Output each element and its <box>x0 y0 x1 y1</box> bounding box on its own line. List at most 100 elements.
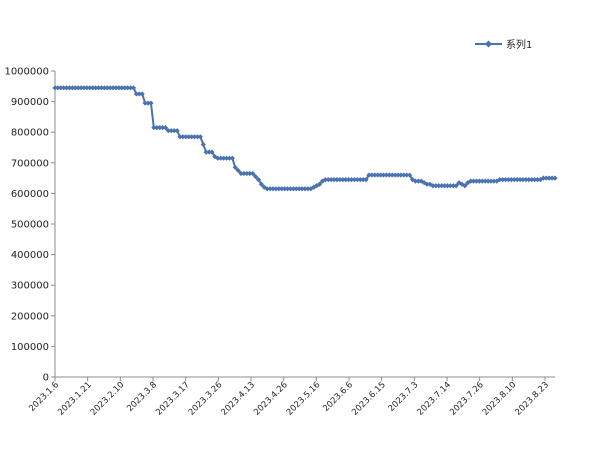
x-tick-label: 2023.7.26 <box>448 380 486 418</box>
data-point <box>130 85 137 91</box>
y-tick-label: 600000 <box>11 189 49 200</box>
data-point <box>517 177 523 183</box>
y-tick-label: 200000 <box>11 311 49 322</box>
data-point <box>238 170 244 177</box>
data-point <box>511 177 517 183</box>
data-point <box>258 181 264 187</box>
data-point <box>331 177 337 183</box>
data-point <box>223 155 230 161</box>
data-point <box>87 85 93 91</box>
data-point <box>366 172 372 178</box>
y-tick-label: 300000 <box>11 281 49 292</box>
data-point <box>520 177 526 183</box>
data-point <box>305 186 311 192</box>
data-point <box>514 177 520 183</box>
y-axis-ticks: 0 100000 200000 300000 400000 500000 600000 700… <box>4 67 55 384</box>
data-point <box>226 155 233 161</box>
x-tick-label: 2023.3.17 <box>154 380 192 418</box>
data-point <box>81 85 87 91</box>
data-point <box>293 186 299 192</box>
data-point <box>407 172 413 178</box>
data-point <box>488 178 494 184</box>
data-point <box>177 134 183 140</box>
data-point <box>194 134 201 140</box>
data-point <box>502 177 509 183</box>
legend-series-label: 系列1 <box>506 38 532 51</box>
data-point <box>287 186 294 192</box>
data-point <box>473 178 480 184</box>
data-point <box>93 85 99 91</box>
data-point <box>453 183 459 189</box>
data-point <box>386 172 392 178</box>
data-point <box>159 125 166 131</box>
data-point <box>439 183 445 189</box>
data-point <box>508 177 514 183</box>
data-point <box>75 85 81 91</box>
data-point <box>354 177 360 183</box>
data-point <box>328 177 334 183</box>
data-point <box>546 175 552 181</box>
data-point <box>430 183 436 189</box>
data-point <box>78 85 84 91</box>
data-point <box>189 134 195 140</box>
data-point <box>409 177 416 183</box>
data-point <box>125 85 131 91</box>
data-point <box>337 177 343 183</box>
data-point <box>360 177 366 183</box>
x-tick-label: 2023.6.15 <box>350 380 388 418</box>
data-point <box>537 177 544 183</box>
data-point <box>282 186 288 192</box>
data-point <box>534 177 541 183</box>
data-point <box>157 125 163 131</box>
data-point <box>552 175 558 181</box>
data-point <box>311 184 317 190</box>
data-point <box>296 186 302 192</box>
data-point <box>252 173 259 180</box>
data-point <box>148 100 154 106</box>
y-tick-label: 0 <box>43 373 49 384</box>
data-point <box>255 177 262 183</box>
data-point <box>127 85 134 91</box>
y-tick-label: 400000 <box>11 250 49 261</box>
data-point <box>500 177 506 183</box>
x-tick-label: 2023.3.26 <box>187 380 225 418</box>
data-point <box>543 175 549 181</box>
data-point <box>549 175 555 181</box>
data-point <box>72 85 78 91</box>
data-point <box>398 172 404 178</box>
data-point <box>372 172 378 178</box>
x-tick-label: 2023.4.26 <box>252 380 290 418</box>
data-point <box>218 155 224 161</box>
data-point <box>133 91 139 97</box>
data-point <box>247 170 253 177</box>
data-point <box>302 186 308 192</box>
data-point <box>221 155 227 161</box>
data-point <box>162 125 169 131</box>
data-point <box>299 186 305 192</box>
data-point <box>98 85 105 91</box>
data-point <box>471 178 477 184</box>
data-point <box>136 91 142 97</box>
data-point <box>186 134 192 140</box>
data-point <box>267 186 273 192</box>
data-point <box>334 177 340 183</box>
data-point <box>273 186 279 192</box>
data-point <box>436 183 442 189</box>
data-point <box>119 85 125 91</box>
data-point <box>392 172 398 178</box>
data-point <box>325 177 331 183</box>
data-point <box>209 149 215 155</box>
data-point <box>151 125 157 131</box>
data-point <box>505 177 512 183</box>
data-point <box>450 183 456 189</box>
data-point <box>215 155 221 161</box>
data-point <box>235 167 241 174</box>
data-point <box>168 128 174 134</box>
data-point <box>529 177 535 183</box>
data-point <box>183 134 189 140</box>
data-point <box>485 178 491 184</box>
data-point <box>90 85 96 91</box>
x-axis-ticks: 2023.1.62023.1.212023.2.102023.3.82023.3… <box>27 377 551 418</box>
data-point <box>433 183 439 189</box>
